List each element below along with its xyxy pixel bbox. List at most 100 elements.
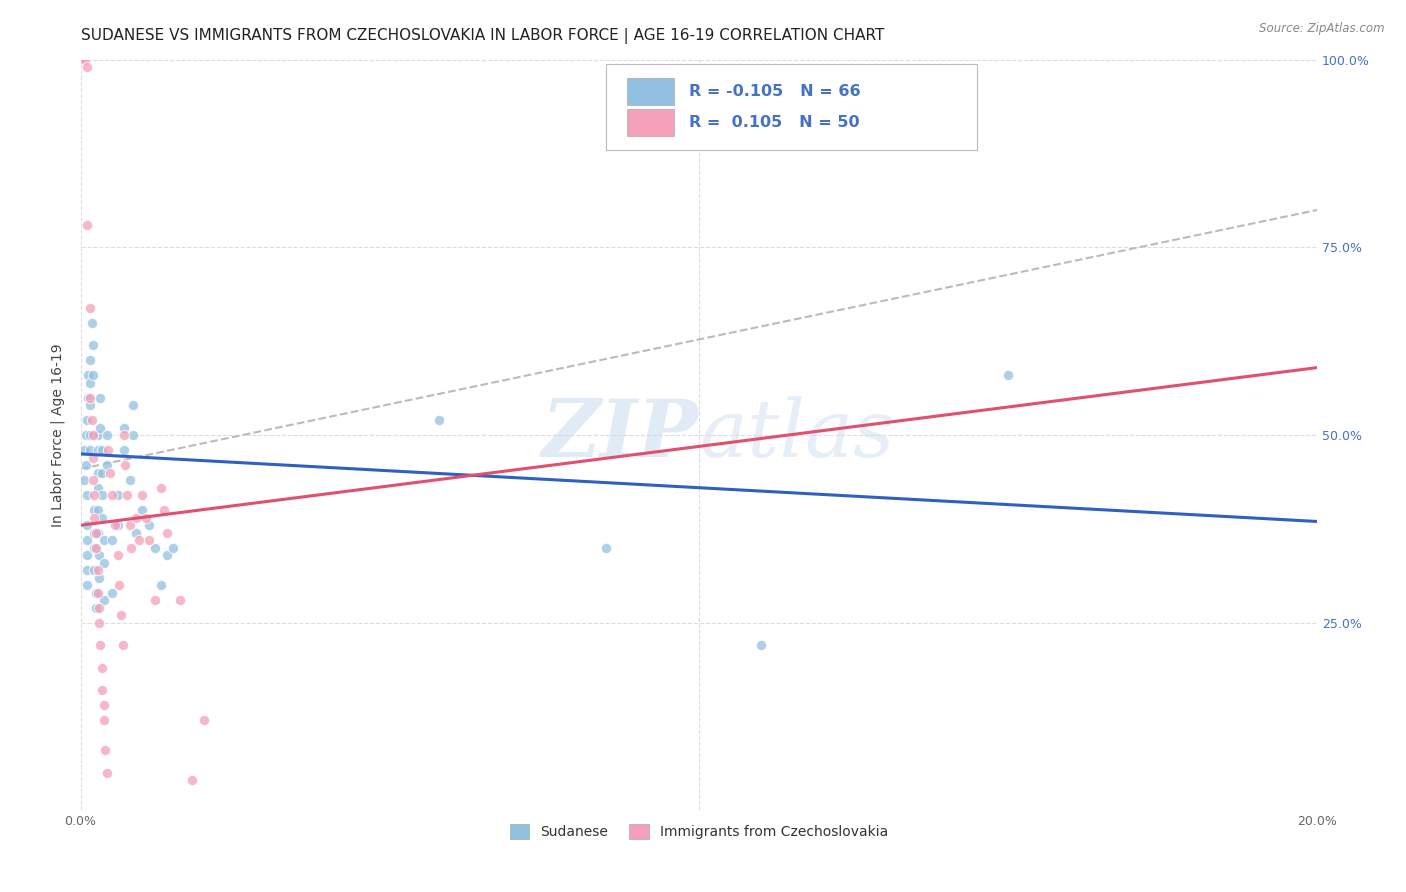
- Point: [91, 488, 114, 502]
- Point: [73, 443, 96, 458]
- Point: [79, 428, 101, 442]
- Point: [143, 593, 166, 607]
- Legend: Sudanese, Immigrants from Czechoslovakia: Sudanese, Immigrants from Czechoslovakia: [505, 819, 893, 845]
- Point: [193, 714, 215, 728]
- Point: [122, 398, 145, 412]
- Point: [83, 525, 105, 540]
- Point: [82, 450, 104, 465]
- Point: [125, 525, 148, 540]
- Point: [150, 578, 173, 592]
- Point: [87, 503, 110, 517]
- Point: [82, 368, 104, 383]
- Point: [156, 548, 179, 562]
- Point: [96, 458, 118, 473]
- Point: [143, 541, 166, 555]
- Point: [128, 533, 150, 548]
- Point: [76, 533, 98, 548]
- Point: [89, 571, 111, 585]
- Point: [84, 586, 107, 600]
- Point: [107, 548, 129, 562]
- FancyBboxPatch shape: [606, 63, 977, 150]
- Point: [76, 413, 98, 427]
- Point: [79, 391, 101, 405]
- Point: [83, 488, 105, 502]
- Point: [76, 563, 98, 577]
- Point: [595, 541, 617, 555]
- Point: [89, 548, 111, 562]
- Point: [76, 218, 98, 232]
- Point: [169, 593, 191, 607]
- Point: [122, 428, 145, 442]
- Point: [100, 488, 122, 502]
- Point: [93, 556, 115, 570]
- Point: [89, 600, 111, 615]
- Point: [82, 473, 104, 487]
- Point: [98, 466, 121, 480]
- Point: [997, 368, 1019, 383]
- Point: [156, 525, 179, 540]
- Point: [80, 413, 103, 427]
- Point: [89, 638, 111, 652]
- Point: [87, 466, 110, 480]
- Text: R = -0.105   N = 66: R = -0.105 N = 66: [689, 84, 860, 99]
- Point: [100, 586, 122, 600]
- Text: SUDANESE VS IMMIGRANTS FROM CZECHOSLOVAKIA IN LABOR FORCE | AGE 16-19 CORRELATIO: SUDANESE VS IMMIGRANTS FROM CZECHOSLOVAK…: [80, 29, 884, 45]
- Text: ZIP: ZIP: [543, 396, 699, 474]
- Point: [138, 518, 160, 533]
- Point: [91, 510, 114, 524]
- Point: [83, 541, 105, 555]
- Point: [120, 541, 142, 555]
- Point: [87, 563, 110, 577]
- Point: [104, 518, 127, 533]
- Text: atlas: atlas: [699, 396, 894, 474]
- Point: [76, 488, 98, 502]
- Point: [77, 391, 100, 405]
- Point: [79, 398, 101, 412]
- Point: [76, 548, 98, 562]
- Point: [87, 586, 110, 600]
- Point: [93, 533, 115, 548]
- Point: [93, 698, 115, 713]
- Point: [89, 420, 111, 434]
- Point: [91, 683, 114, 698]
- Point: [91, 661, 114, 675]
- Point: [107, 488, 129, 502]
- Point: [79, 443, 101, 458]
- Point: [82, 428, 104, 442]
- Point: [150, 481, 173, 495]
- Point: [93, 593, 115, 607]
- Point: [94, 743, 117, 757]
- Point: [427, 413, 450, 427]
- Point: [73, 473, 96, 487]
- Point: [111, 638, 134, 652]
- Y-axis label: In Labor Force | Age 16-19: In Labor Force | Age 16-19: [51, 343, 65, 527]
- Point: [125, 510, 148, 524]
- Point: [112, 420, 135, 434]
- Text: R =  0.105   N = 50: R = 0.105 N = 50: [689, 115, 859, 130]
- Point: [138, 533, 160, 548]
- Point: [87, 525, 110, 540]
- Point: [108, 578, 131, 592]
- Point: [84, 600, 107, 615]
- Point: [75, 428, 97, 442]
- Point: [115, 488, 138, 502]
- Point: [73, 53, 96, 67]
- Point: [82, 338, 104, 352]
- Point: [83, 563, 105, 577]
- Point: [131, 503, 153, 517]
- Point: [91, 443, 114, 458]
- Point: [76, 578, 98, 592]
- Point: [114, 458, 136, 473]
- Point: [76, 60, 98, 74]
- Point: [76, 518, 98, 533]
- Point: [91, 466, 114, 480]
- Point: [96, 766, 118, 780]
- Point: [120, 518, 142, 533]
- Point: [153, 503, 176, 517]
- Point: [112, 428, 135, 442]
- Point: [96, 428, 118, 442]
- Point: [73, 53, 96, 67]
- Point: [79, 353, 101, 368]
- Point: [84, 541, 107, 555]
- Point: [180, 773, 202, 788]
